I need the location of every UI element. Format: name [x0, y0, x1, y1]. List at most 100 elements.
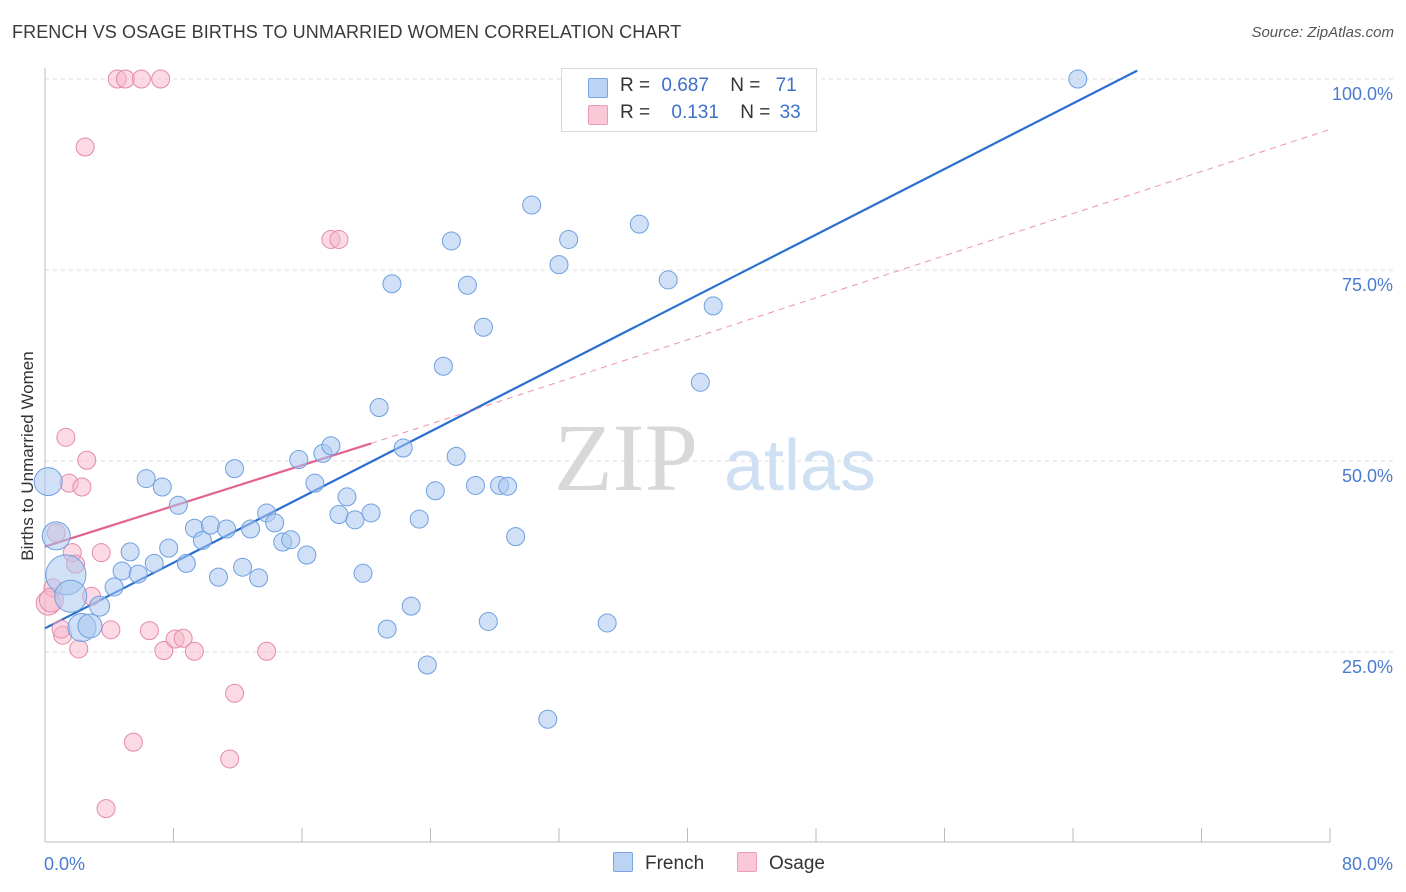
french-n-label: N =: [730, 75, 761, 96]
french-points: [33, 69, 1088, 729]
french-point-32: [305, 473, 325, 493]
osage-point-20: [139, 621, 159, 641]
correlation-legend: R = 0.687 N = 71 R = 0.131 N = 33: [561, 68, 817, 132]
french-point-41: [377, 619, 397, 639]
x-tick-label-80: 80.0%: [1342, 854, 1393, 874]
french-point-54: [478, 611, 498, 631]
french-point-14: [159, 538, 179, 558]
french-swatch: [588, 78, 608, 98]
osage-point-27: [225, 683, 245, 703]
french-point-19: [200, 515, 220, 535]
osage-r-label: R =: [620, 102, 651, 123]
osage-n-value: 33: [779, 102, 801, 123]
french-point-22: [225, 459, 245, 479]
osage-point-11: [77, 450, 97, 470]
french-point-46: [417, 655, 437, 675]
french-point-21: [217, 519, 237, 539]
french-point-43: [393, 438, 413, 458]
osage-point-10: [75, 137, 95, 157]
osage-point-13: [91, 543, 111, 563]
trendlines: [44, 69, 1331, 630]
french-point-6: [89, 595, 111, 617]
osage-points: [35, 69, 349, 819]
french-n-value: 71: [775, 75, 797, 96]
french-point-29: [281, 530, 301, 550]
french-point-15: [168, 495, 188, 515]
french-point-66: [690, 372, 710, 392]
french-point-24: [241, 519, 261, 539]
osage-legend-label: Osage: [769, 853, 825, 874]
y-tick-label-50: 50.0%: [1342, 466, 1393, 486]
watermark: ZIP atlas: [554, 404, 876, 511]
french-point-61: [559, 229, 579, 249]
osage-point-14: [96, 799, 116, 819]
osage-point-25: [184, 641, 204, 661]
french-point-5: [77, 613, 103, 639]
osage-point-28: [257, 641, 277, 661]
french-point-31: [297, 545, 317, 565]
osage-point-8: [69, 639, 89, 659]
french-point-58: [522, 195, 542, 215]
french-r-label: R =: [620, 75, 651, 96]
osage-point-18: [123, 732, 143, 752]
french-point-23: [233, 557, 253, 577]
french-point-57: [506, 527, 526, 547]
osage-point-9: [72, 477, 92, 497]
tick-labels: 25.0% 50.0% 75.0% 100.0% 0.0% 80.0%: [44, 84, 1393, 874]
french-point-0: [33, 467, 63, 497]
french-point-35: [329, 504, 349, 524]
axes: [44, 68, 1331, 843]
y-tick-label-75: 75.0%: [1342, 275, 1393, 295]
french-point-34: [321, 436, 341, 456]
osage-legend-swatch: [737, 852, 757, 872]
french-point-8: [112, 561, 132, 581]
watermark-atlas: atlas: [724, 426, 876, 506]
french-point-62: [597, 613, 617, 633]
osage-swatch: [588, 105, 608, 125]
french-point-45: [409, 509, 429, 529]
osage-point-30: [329, 229, 349, 249]
french-point-39: [361, 503, 381, 523]
french-point-30: [289, 449, 309, 469]
french-legend-swatch: [613, 852, 633, 872]
french-point-36: [337, 487, 357, 507]
french-point-25: [249, 568, 269, 588]
french-point-53: [474, 317, 494, 337]
osage-r-value: 0.131: [671, 102, 719, 123]
french-point-37: [345, 510, 365, 530]
french-r-value: 0.687: [661, 75, 709, 96]
osage-point-26: [220, 749, 240, 769]
french-point-10: [128, 564, 148, 584]
french-point-60: [549, 255, 569, 275]
french-point-42: [382, 274, 402, 294]
osage-point-17: [115, 69, 135, 89]
osage-point-4: [56, 427, 76, 447]
legend-item-osage[interactable]: Osage: [737, 852, 825, 875]
french-point-48: [433, 356, 453, 376]
french-point-47: [425, 481, 445, 501]
french-point-13: [152, 477, 172, 497]
french-point-63: [629, 214, 649, 234]
french-point-12: [144, 553, 164, 573]
french-point-3: [54, 579, 88, 613]
french-point-51: [457, 275, 477, 295]
french-point-9: [120, 542, 140, 562]
french-point-59: [538, 709, 558, 729]
y-tick-label-25: 25.0%: [1342, 657, 1393, 677]
y-tick-label-100: 100.0%: [1332, 84, 1393, 104]
french-point-20: [208, 567, 228, 587]
french-point-40: [369, 398, 389, 418]
french-point-49: [441, 231, 461, 251]
french-point-50: [446, 446, 466, 466]
french-point-16: [176, 553, 196, 573]
watermark-zip: ZIP: [554, 404, 698, 511]
osage-trendline: [44, 442, 372, 548]
osage-point-19: [131, 69, 151, 89]
legend-item-french[interactable]: French: [613, 852, 704, 875]
french-point-67: [703, 296, 723, 316]
source-credit: Source: ZipAtlas.com: [1251, 24, 1394, 41]
french-point-1: [41, 521, 71, 551]
chart-title: FRENCH VS OSAGE BIRTHS TO UNMARRIED WOME…: [12, 22, 682, 42]
french-point-44: [401, 596, 421, 616]
french-point-64: [658, 270, 678, 290]
